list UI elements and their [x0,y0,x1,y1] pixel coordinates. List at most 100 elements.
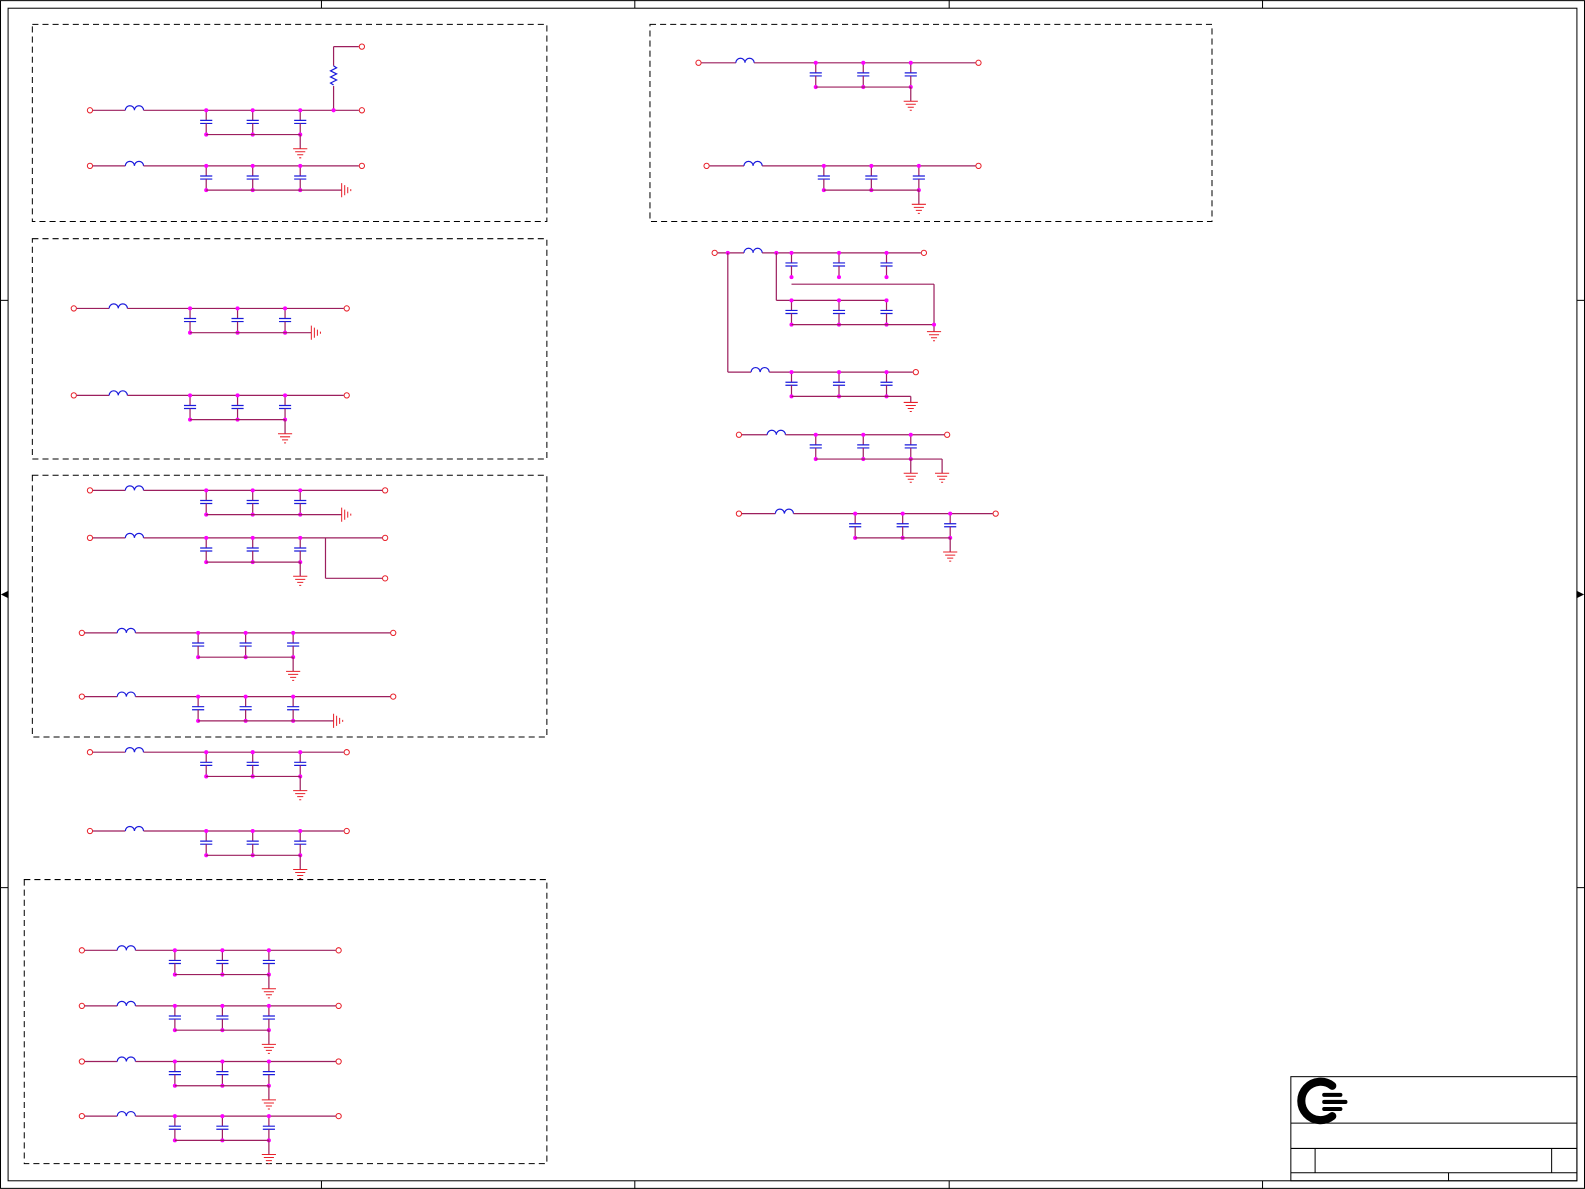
ground [293,790,308,801]
capacitor [200,547,213,552]
inductor [124,532,145,538]
capacitor [287,642,300,647]
junction [266,948,271,953]
terminal [86,534,94,542]
junction [266,1059,271,1064]
terminal [920,249,928,256]
junction [861,60,866,65]
capacitor [200,840,213,845]
capacitor [168,1071,181,1076]
capacitor [817,175,830,180]
capacitor [904,444,917,449]
ground [926,331,942,342]
capacitor [832,309,846,315]
capacitor [857,444,870,449]
junction [204,535,209,540]
capacitor [183,404,197,410]
junction [250,488,255,493]
capacitor [216,959,229,965]
junction [283,393,288,398]
capacitor [896,523,909,528]
capacitor [262,1015,275,1020]
inductor [735,57,755,63]
junction [250,108,255,113]
capacitor [246,840,259,845]
junction [250,163,255,168]
capacitor [849,523,862,528]
inductor [124,747,145,753]
junction [220,1059,225,1064]
terminal [381,487,389,494]
inductor [774,508,795,514]
inductor [116,627,137,634]
terminal [912,368,919,376]
capacitor [865,175,878,180]
junction [884,250,889,255]
capacitor [262,959,275,965]
inductor [116,945,137,951]
capacitor [168,1125,181,1130]
junction [291,630,296,635]
junction [250,829,255,834]
capacitor [294,840,307,845]
terminal [335,947,342,954]
junction [789,370,794,375]
terminal [86,749,94,756]
inductor [108,303,128,309]
junction [283,306,288,311]
ground [293,868,308,880]
terminal [390,629,397,637]
capacitor [246,119,259,125]
capacitor [216,1015,229,1020]
junction [836,250,842,255]
junction [331,108,336,113]
ground [293,575,308,586]
junction [172,1003,177,1008]
capacitor [231,317,244,323]
junction [188,393,193,398]
capacitor [294,499,307,505]
inductor [124,825,145,832]
capacitor [809,444,822,449]
inductor [743,160,763,166]
capacitor [785,381,798,386]
junction [243,694,248,699]
junction [821,188,826,193]
junction [204,750,209,755]
junction [204,108,209,113]
terminal [711,249,718,256]
junction [900,511,905,516]
ground [277,433,293,444]
capacitor [785,262,798,267]
capacitor [183,317,197,323]
capacitor [239,706,252,711]
terminal [381,534,389,542]
junction [196,694,201,699]
capacitor [192,706,205,711]
capacitor [246,761,259,766]
junction [220,1114,225,1119]
terminal [735,510,743,517]
ground [903,401,918,413]
junction [884,298,889,303]
group-box [31,474,548,738]
ground [943,551,958,562]
terminal [78,947,86,954]
junction [188,306,193,311]
junction [821,163,826,168]
junction [884,370,889,375]
junction [196,630,201,635]
terminal [735,431,743,438]
capacitor [294,119,307,125]
inductor [743,247,763,253]
inductor [116,691,137,697]
terminal [381,575,389,582]
inductor [116,1000,137,1007]
title-block [1290,1076,1578,1182]
junction [172,948,177,953]
ground [341,183,352,198]
capacitor [294,547,307,552]
junction [235,393,240,398]
